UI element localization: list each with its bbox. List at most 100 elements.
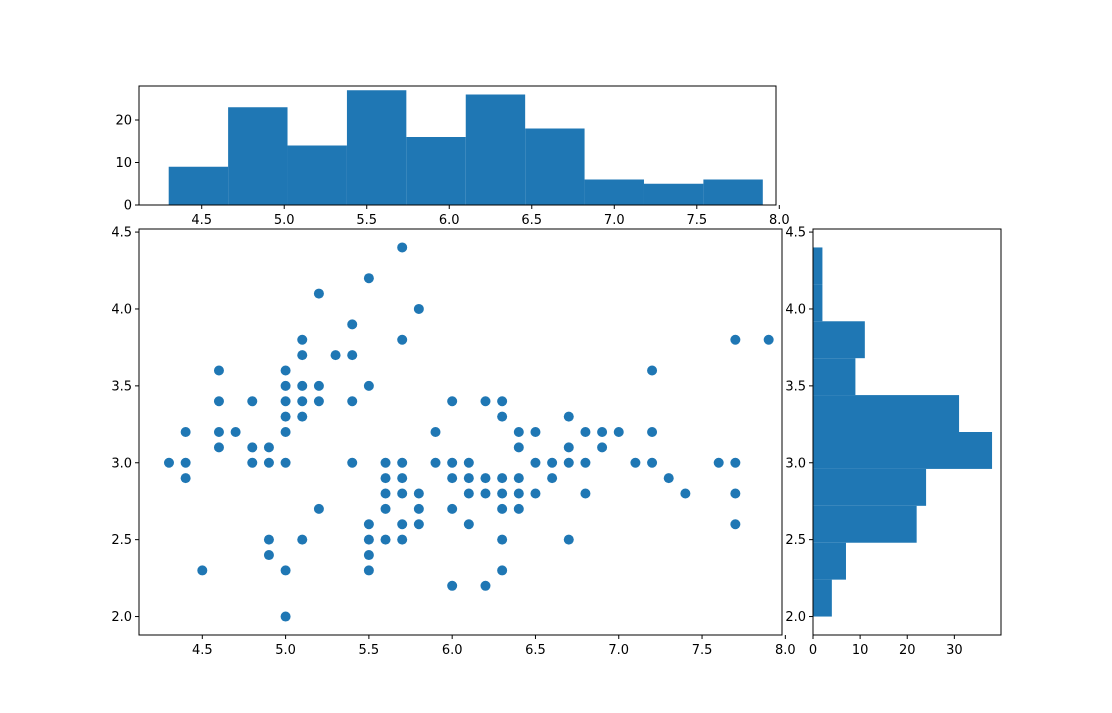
right-histogram-bar <box>813 542 846 580</box>
scatter-y-tick-label: 4.0 <box>111 302 132 317</box>
scatter-point <box>497 488 508 499</box>
scatter-point <box>247 457 258 468</box>
scatter-point <box>580 488 591 499</box>
scatter-point <box>730 334 741 345</box>
scatter-x-tick-label: 5.0 <box>275 643 296 658</box>
scatter-point <box>313 503 324 514</box>
scatter-point <box>713 457 724 468</box>
right-histogram-bar <box>813 284 823 322</box>
top-histogram-axes-frame <box>138 85 777 206</box>
scatter-point <box>447 457 458 468</box>
scatter-point <box>163 457 174 468</box>
top-histogram-bar <box>346 90 407 205</box>
scatter-point <box>363 519 374 530</box>
top-histogram-x-tick-label: 7.5 <box>686 213 707 228</box>
top-histogram-x-tick-label: 5.5 <box>356 213 377 228</box>
scatter-point <box>530 427 541 437</box>
scatter-point <box>413 503 424 514</box>
scatter-point <box>380 503 391 514</box>
scatter-point <box>313 396 324 407</box>
scatter-point <box>297 334 308 345</box>
scatter-point <box>447 396 458 407</box>
scatter-point <box>497 396 508 407</box>
scatter-point <box>363 565 374 576</box>
scatter-point <box>313 288 324 299</box>
scatter-point <box>763 334 774 345</box>
scatter-point <box>397 334 408 345</box>
top-histogram-x-tick-label: 6.5 <box>521 213 542 228</box>
scatter-point <box>563 457 574 468</box>
right-histogram-bar <box>813 432 993 469</box>
scatter-point <box>230 427 241 437</box>
scatter-point <box>630 457 641 468</box>
scatter-point <box>513 442 524 453</box>
scatter-point <box>247 442 258 453</box>
scatter-point <box>313 380 324 391</box>
right-histogram-bar <box>813 247 823 285</box>
right-histogram-y-tick-label: 4.0 <box>785 302 806 317</box>
scatter-point <box>280 457 291 468</box>
scatter-point <box>413 519 424 530</box>
scatter-y-tick-label: 3.0 <box>111 456 132 471</box>
scatter-point <box>263 534 274 545</box>
scatter-point <box>497 534 508 545</box>
top-histogram-panel: 4.5 5.0 5.5 6.0 6.5 7.0 7.5 8.0 0 10 20 <box>115 85 790 228</box>
top-histogram-bar <box>465 94 526 205</box>
scatter-point <box>397 488 408 499</box>
scatter-point <box>463 457 474 468</box>
scatter-point <box>730 488 741 499</box>
scatter-point <box>480 488 491 499</box>
scatter-point <box>497 565 508 576</box>
scatter-point <box>680 488 691 499</box>
scatter-point <box>513 473 524 484</box>
scatter-point <box>647 365 658 376</box>
top-histogram-y-tick-label: 10 <box>115 156 132 171</box>
scatter-point <box>447 503 458 514</box>
right-histogram-bar <box>813 321 865 359</box>
scatter-axes-frame <box>138 228 783 636</box>
scatter-point <box>280 396 291 407</box>
right-histogram-x-tick-label: 0 <box>809 643 817 658</box>
scatter-point <box>430 457 441 468</box>
scatter-point <box>513 488 524 499</box>
scatter-point <box>580 427 591 437</box>
right-histogram-y-tick-label: 2.0 <box>785 610 806 625</box>
scatter-point <box>263 457 274 468</box>
scatter-point <box>480 473 491 484</box>
top-histogram-x-tick-label: 6.0 <box>439 213 460 228</box>
scatter-point <box>497 503 508 514</box>
right-histogram-y-tick-label: 3.0 <box>785 456 806 471</box>
scatter-point <box>647 457 658 468</box>
scatter-point <box>530 457 541 468</box>
scatter-point <box>397 534 408 545</box>
scatter-x-tick-label: 6.0 <box>442 643 463 658</box>
scatter-point <box>280 565 291 576</box>
scatter-point <box>547 473 558 484</box>
right-histogram-y-tick-label: 3.5 <box>785 379 806 394</box>
scatter-point <box>213 365 224 376</box>
scatter-point <box>463 473 474 484</box>
scatter-point <box>613 427 624 437</box>
scatter-point <box>180 457 191 468</box>
scatter-point <box>580 457 591 468</box>
scatter-point <box>447 473 458 484</box>
scatter-point <box>597 427 608 437</box>
scatter-point <box>730 519 741 530</box>
top-histogram-bar <box>168 166 229 205</box>
right-histogram-x-tick-label: 10 <box>852 643 869 658</box>
scatter-panel: 4.5 5.0 5.5 6.0 6.5 7.0 7.5 8.0 2.0 2.5 3.0 3.5 4.0 4… <box>111 226 795 658</box>
scatter-point <box>180 427 191 437</box>
scatter-point <box>347 457 358 468</box>
scatter-point <box>497 411 508 422</box>
scatter-point <box>480 580 491 591</box>
scatter-point <box>263 550 274 561</box>
top-histogram-y-tick-label: 0 <box>124 199 132 214</box>
scatter-point <box>297 534 308 545</box>
scatter-point <box>397 473 408 484</box>
scatter-point <box>480 396 491 407</box>
scatter-point <box>297 380 308 391</box>
scatter-point <box>213 396 224 407</box>
right-histogram-y-tick-label: 2.5 <box>785 533 806 548</box>
top-histogram-bar <box>584 179 644 205</box>
